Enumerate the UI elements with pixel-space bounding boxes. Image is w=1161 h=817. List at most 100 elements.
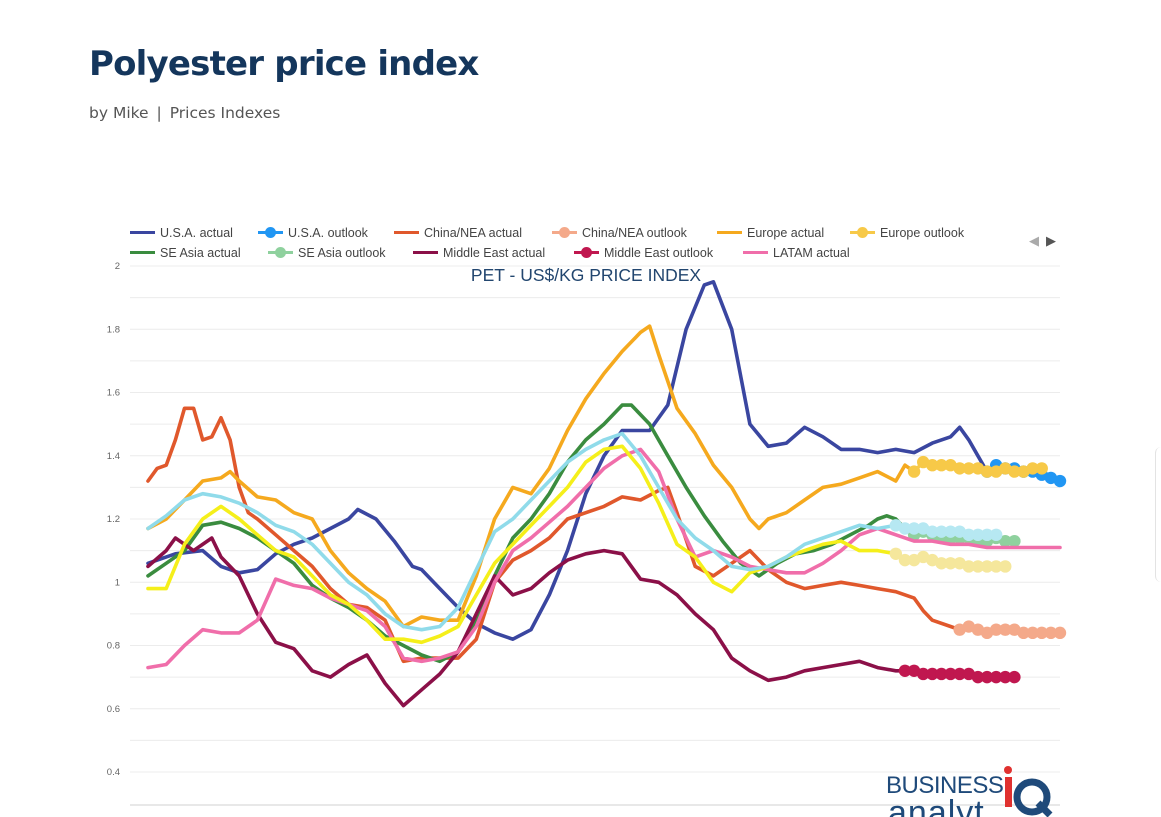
y-tick-label: 1.4 — [107, 451, 120, 462]
legend-swatch-icon — [258, 224, 283, 242]
legend-item-china-nea-outlook[interactable]: China/NEA outlook — [552, 224, 687, 242]
brand-logo-text: BUSINESS — [886, 772, 1004, 799]
series-europe-outlook-point — [1026, 462, 1039, 475]
series-unlabeled-14-point — [907, 522, 921, 535]
legend-swatch-icon — [717, 224, 742, 242]
series-china-nea-outlook-point — [1053, 626, 1067, 640]
legend-label: SE Asia outlook — [298, 246, 386, 260]
series-europe-outlook-point — [926, 459, 939, 472]
series-unlabeled-12-point — [999, 560, 1012, 573]
legend-swatch-icon — [268, 244, 293, 262]
y-tick-label: 0.4 — [107, 767, 120, 778]
legend-swatch-line — [717, 231, 742, 234]
brand-iq-icon — [1004, 766, 1053, 817]
series-europe-outlook-point — [1008, 465, 1021, 478]
legend-swatch-icon — [130, 224, 155, 242]
series-china-nea-outlook-point — [1017, 626, 1030, 640]
series-se-asia-actual-line — [146, 403, 916, 664]
legend-item-u-s-a-actual[interactable]: U.S.A. actual — [130, 224, 233, 242]
series-middle-east-outlook-point — [980, 670, 994, 684]
y-tick-label: 1.8 — [107, 324, 120, 335]
series-unlabeled-14-point — [898, 522, 912, 535]
legend-swatch-line — [130, 251, 155, 254]
series-middle-east-outlook-point — [935, 667, 948, 681]
legend-swatch-icon — [130, 244, 155, 262]
legend-item-china-nea-actual[interactable]: China/NEA actual — [394, 224, 522, 242]
series-unlabeled-14-point — [944, 525, 957, 538]
y-tick-label: 2 — [115, 261, 120, 272]
chart-title: PET - US$/KG PRICE INDEX — [471, 265, 701, 285]
legend-swatch-line — [743, 251, 768, 254]
series-europe-outlook-point — [935, 459, 948, 472]
legend-label: U.S.A. actual — [160, 226, 233, 240]
legend-label: Middle East actual — [443, 246, 546, 260]
series-unlabeled-14-point — [971, 528, 985, 542]
series-unlabeled-12-point — [971, 560, 985, 573]
series-unlabeled-14-point — [926, 525, 939, 538]
legend-swatch-dot — [559, 227, 570, 238]
series-china-nea-outlook-point — [989, 623, 1003, 636]
y-tick-label: 0.8 — [107, 641, 120, 652]
legend-item-europe-actual[interactable]: Europe actual — [717, 224, 824, 242]
series-unlabeled-12-point — [889, 547, 903, 560]
y-tick-label: 1 — [115, 577, 120, 588]
series-u-s-a-actual-line — [146, 279, 989, 642]
series-unlabeled-12-point — [962, 560, 975, 573]
legend-label: LATAM actual — [773, 246, 850, 260]
series-se-asia-outlook-point — [1008, 534, 1021, 548]
legend-item-middle-east-outlook[interactable]: Middle East outlook — [574, 244, 713, 262]
legend-item-middle-east-actual[interactable]: Middle East actual — [413, 244, 545, 262]
meta-separator: | — [156, 104, 162, 122]
legend-item-latam-actual[interactable]: LATAM actual — [743, 244, 850, 262]
legend-swatch-line — [394, 231, 419, 234]
author-link[interactable]: Mike — [112, 104, 149, 122]
legend-prev-arrow-icon[interactable]: ◀ — [1029, 233, 1039, 248]
series-europe-outlook-point — [962, 462, 975, 475]
series-china-nea-outlook-point — [1026, 626, 1039, 640]
series-u-s-a-outlook-point — [1053, 474, 1067, 488]
legend-swatch-icon — [552, 224, 577, 242]
series-latam-actual-line — [146, 447, 1062, 670]
legend-swatch-icon — [743, 244, 768, 262]
legend-swatch-dot — [581, 247, 592, 258]
y-tick-label: 1.2 — [107, 514, 120, 525]
legend-label: Europe outlook — [880, 226, 965, 240]
legend-item-se-asia-actual[interactable]: SE Asia actual — [130, 244, 241, 262]
series-unlabeled-14-point — [962, 528, 975, 542]
series-china-nea-outlook-point — [1035, 626, 1048, 640]
legend-item-se-asia-outlook[interactable]: SE Asia outlook — [268, 244, 386, 262]
series-europe-outlook-point — [1035, 462, 1048, 475]
legend-item-europe-outlook[interactable]: Europe outlook — [850, 224, 964, 242]
legend-label: China/NEA actual — [424, 226, 522, 240]
series-china-nea-outlook-point — [1044, 626, 1058, 640]
category-link[interactable]: Prices Indexes — [169, 104, 281, 122]
legend-swatch-icon — [394, 224, 419, 242]
page-title: Polyester price index — [89, 44, 479, 84]
series-middle-east-outlook-point — [953, 667, 966, 681]
brand-logo-text-2: analyt — [888, 794, 985, 817]
series-unlabeled-12-point — [989, 560, 1003, 573]
series-china-nea-actual-line — [146, 406, 962, 664]
series-europe-outlook-point — [953, 462, 966, 475]
series-middle-east-outlook-point — [1008, 670, 1021, 684]
legend-label: Europe actual — [747, 226, 825, 240]
post-meta: by Mike | Prices Indexes — [89, 104, 280, 122]
series-china-nea-outlook-point — [999, 623, 1012, 636]
brand-logo: BUSINESS analyt — [886, 760, 1056, 817]
series-middle-east-outlook-point — [989, 670, 1003, 684]
series-middle-east-outlook-point — [944, 667, 957, 681]
series-unlabeled-12-point — [935, 557, 948, 570]
series-middle-east-outlook-point — [917, 667, 930, 681]
series-middle-east-outlook-point — [971, 670, 985, 684]
series-middle-east-outlook-point — [999, 670, 1012, 684]
series-europe-outlook-point — [907, 465, 921, 478]
legend-item-u-s-a-outlook[interactable]: U.S.A. outlook — [258, 224, 368, 242]
legend-swatch-dot — [275, 247, 286, 258]
series-unlabeled-14-point — [989, 528, 1003, 542]
series-unlabeled-12-point — [980, 560, 994, 573]
legend-next-arrow-icon[interactable]: ▶ — [1046, 233, 1056, 248]
legend-swatch-icon — [574, 244, 599, 262]
series-unlabeled-13-line — [146, 431, 898, 632]
series-europe-outlook-point — [980, 465, 994, 478]
